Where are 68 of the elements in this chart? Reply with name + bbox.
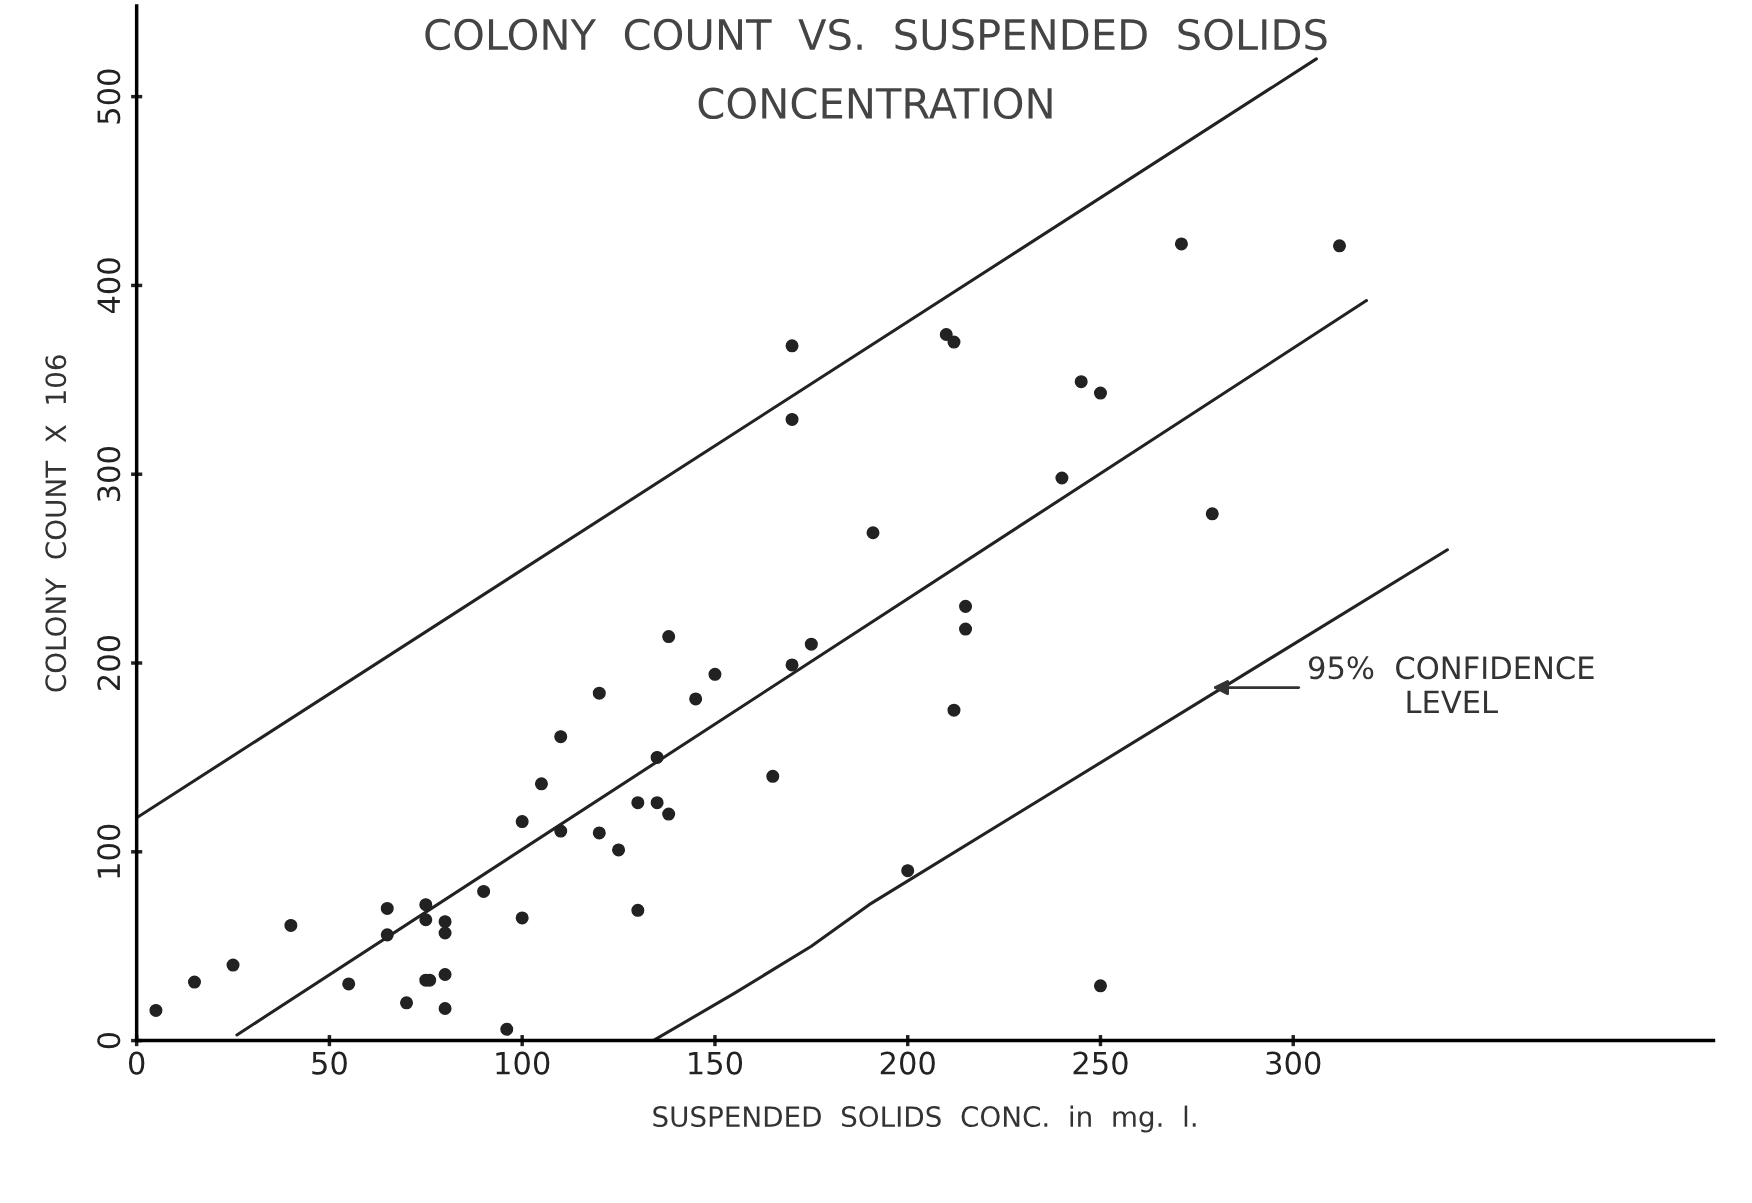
y-tick-label: 500 xyxy=(97,69,121,124)
annotation: 95% CONFIDENCE LEVEL xyxy=(1308,656,1594,714)
point xyxy=(592,826,606,840)
point xyxy=(342,977,356,991)
point xyxy=(689,692,703,706)
point xyxy=(419,913,433,927)
point xyxy=(631,796,645,810)
x-tick-label: 50 xyxy=(312,1051,347,1075)
x-tick-label: 250 xyxy=(1073,1051,1128,1075)
point xyxy=(438,968,452,982)
point xyxy=(534,777,548,791)
y-tick-label: 300 xyxy=(97,447,121,502)
point xyxy=(804,637,818,651)
x-tick-label: 200 xyxy=(880,1051,935,1075)
x-tick-label: 300 xyxy=(1266,1051,1321,1075)
x-tick-label: 150 xyxy=(689,1051,743,1075)
x-axis-title: SUSPENDED SOLIDS CONC. in mg. l. xyxy=(653,1105,1196,1133)
point xyxy=(1093,386,1107,400)
point xyxy=(959,599,973,613)
point xyxy=(438,926,452,940)
point xyxy=(939,328,953,342)
point xyxy=(708,667,722,681)
point xyxy=(284,918,298,932)
point xyxy=(187,975,201,989)
y-tick-label: 400 xyxy=(97,258,121,314)
point xyxy=(1093,979,1107,993)
point xyxy=(947,335,961,349)
y-tick-label: 100 xyxy=(97,824,121,878)
y-tick-label: 200 xyxy=(97,635,121,690)
point xyxy=(477,884,491,898)
point xyxy=(1205,507,1219,521)
point xyxy=(400,996,414,1010)
point xyxy=(612,843,626,857)
point xyxy=(226,958,240,972)
x-tick-label: 0 xyxy=(128,1051,145,1075)
point xyxy=(1055,471,1069,485)
text: COLONY COUNT VS. SUSPENDED SOLIDS CONCENTRATION xyxy=(425,18,1327,120)
point xyxy=(662,630,676,644)
point xyxy=(419,898,433,912)
point xyxy=(554,824,568,838)
point xyxy=(650,750,664,764)
point xyxy=(631,903,645,917)
y-tick-label: 0 xyxy=(97,1032,121,1049)
point xyxy=(901,864,915,878)
point xyxy=(959,622,973,636)
y-axis-title: COLONY COUNT X 106 xyxy=(45,355,67,692)
point xyxy=(515,815,529,829)
point xyxy=(1074,375,1088,389)
point xyxy=(947,703,961,717)
point xyxy=(380,901,394,915)
point xyxy=(149,1003,163,1017)
point xyxy=(662,807,676,821)
point xyxy=(500,1022,514,1036)
point xyxy=(650,796,664,810)
point xyxy=(438,1001,452,1016)
point xyxy=(766,769,780,783)
point xyxy=(380,928,394,942)
point xyxy=(785,412,799,426)
point xyxy=(1174,237,1188,251)
point xyxy=(866,526,880,540)
x-tick-label: 100 xyxy=(496,1051,550,1075)
point xyxy=(592,686,606,700)
point xyxy=(785,339,799,353)
point xyxy=(1332,239,1347,253)
point xyxy=(515,911,529,925)
point xyxy=(438,915,452,929)
point xyxy=(554,730,568,744)
point xyxy=(785,658,799,672)
